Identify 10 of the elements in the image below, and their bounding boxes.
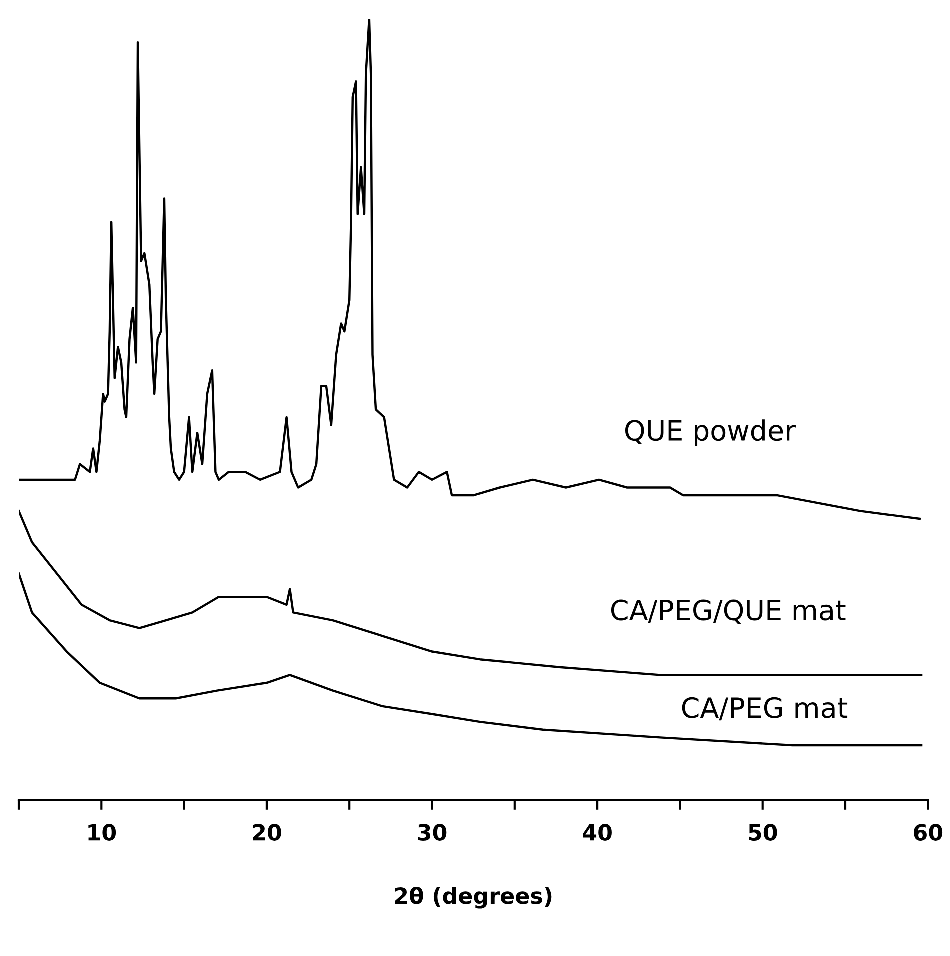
series-label: CA/PEG/QUE mat: [611, 600, 846, 624]
x-tick-label: 40: [583, 824, 612, 841]
x-tick-label: 30: [418, 824, 447, 841]
series-label: QUE powder: [625, 420, 796, 447]
x-tick-label: 50: [749, 824, 778, 841]
x-axis-title: 2θ (degrees): [395, 886, 552, 909]
x-tick-label: 60: [914, 824, 943, 841]
x-tick-label: 20: [253, 824, 282, 841]
series-label: CA/PEG mat: [682, 697, 848, 721]
x-tick-label: 10: [88, 824, 116, 841]
